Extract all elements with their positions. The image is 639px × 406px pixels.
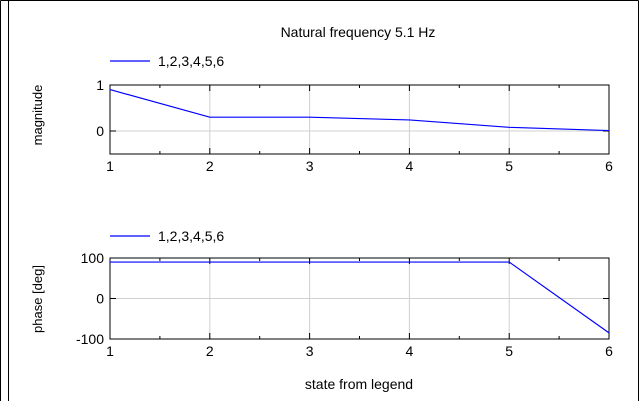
x-tick-label: 3 [306,158,314,174]
phase-plot: 1 2 3 4 5 6 -100 0 100 [76,250,613,359]
x-tick-label: 2 [206,158,214,174]
y-tick-label: 0 [96,123,104,139]
y-tick-label: 0 [96,291,104,307]
chart-title: Natural frequency 5.1 Hz [281,24,436,40]
x-tick-label: 5 [505,158,513,174]
y-tick-label: 100 [81,250,105,266]
magnitude-plot: 1 2 3 4 5 6 0 1 [96,77,613,174]
legend-top: 1,2,3,4,5,6 [110,53,224,69]
plot-area-border [109,84,610,155]
x-tick-label: 4 [406,158,414,174]
x-tick-label: 1 [106,343,114,359]
x-tick-label: 3 [306,343,314,359]
x-tick-label: 1 [106,158,114,174]
x-tick-label: 4 [406,343,414,359]
series-line [110,261,610,334]
series-line [109,89,610,132]
bottom-xlabel: state from legend [305,376,413,392]
legend-bottom-label: 1,2,3,4,5,6 [158,228,224,244]
x-tick-label: 6 [605,343,613,359]
top-ylabel: magnitude [30,85,45,146]
x-tick-label: 5 [505,343,513,359]
legend-bottom: 1,2,3,4,5,6 [110,228,224,244]
legend-top-label: 1,2,3,4,5,6 [158,53,224,69]
x-tick-label: 2 [206,343,214,359]
y-tick-label: -100 [76,331,104,347]
bottom-ylabel: phase [deg] [30,265,45,333]
x-tick-label: 6 [605,158,613,174]
y-tick-label: 1 [96,77,104,93]
